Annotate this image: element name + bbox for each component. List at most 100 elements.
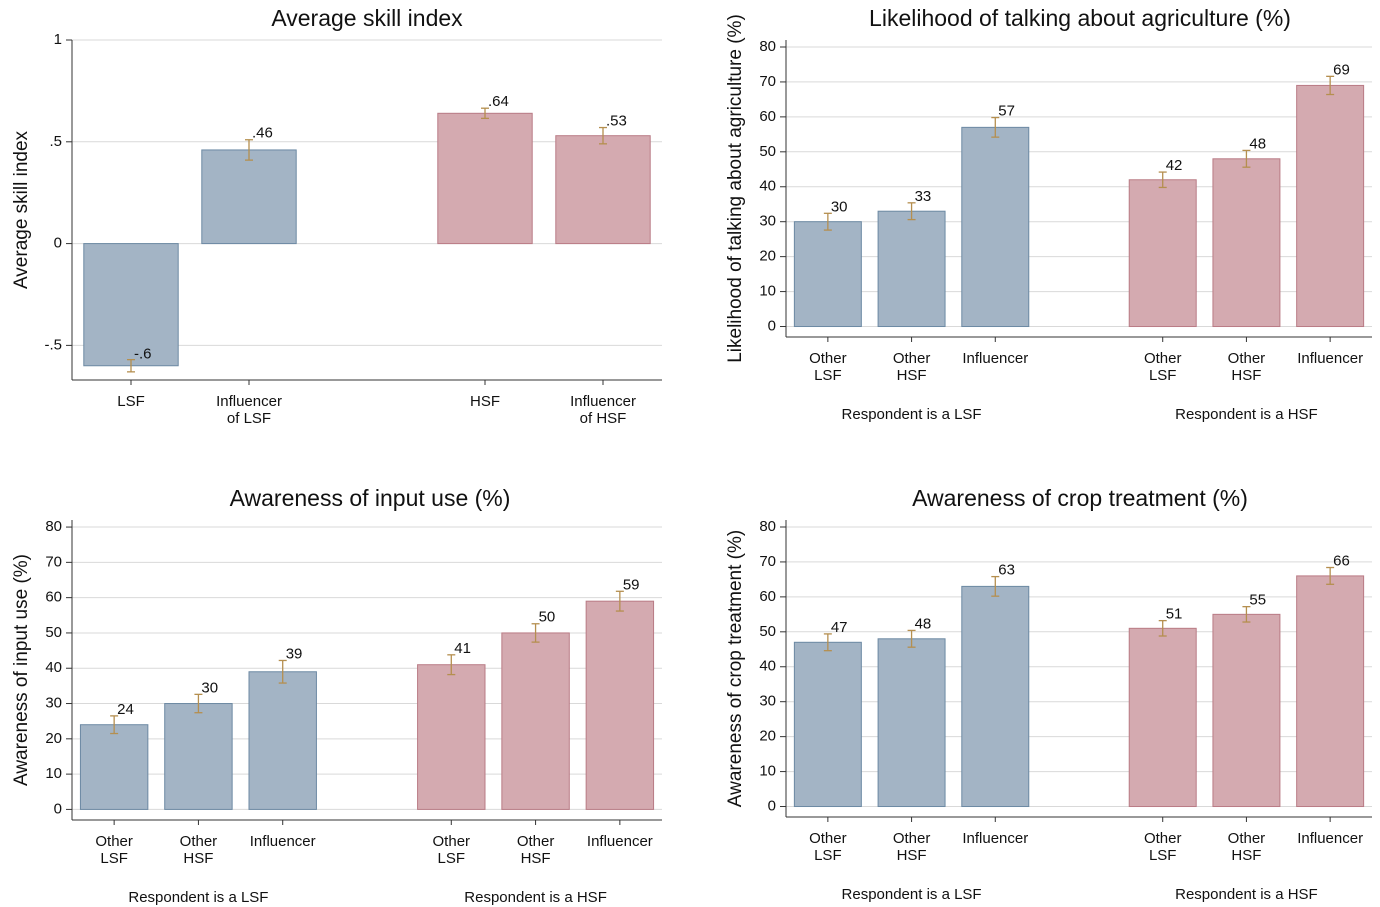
value-label: 69 (1333, 61, 1350, 78)
y-tick-label: 30 (759, 213, 776, 230)
error-bar (127, 358, 135, 373)
group-label: Respondent is a LSF (842, 886, 982, 903)
value-label: 48 (915, 615, 932, 632)
y-tick-label: 60 (759, 108, 776, 125)
bar (79, 724, 149, 810)
y-tick-label: 40 (759, 178, 776, 195)
y-axis-label: Likelihood of talking about agriculture … (725, 14, 746, 363)
bar (164, 703, 233, 810)
x-tick-label: Influencer (962, 350, 1028, 367)
group-label: Respondent is a HSF (1175, 406, 1318, 423)
value-label: 59 (623, 576, 640, 593)
value-label: 57 (998, 103, 1015, 120)
bar (248, 671, 317, 810)
bar (1296, 575, 1365, 808)
value-label: 30 (831, 198, 848, 215)
value-label: .46 (252, 125, 273, 142)
y-tick-label: 20 (759, 248, 776, 265)
x-tick-label: Other LSF (809, 350, 847, 384)
y-tick-label: 60 (759, 588, 776, 605)
y-tick-label: 10 (759, 283, 776, 300)
y-tick-label: 70 (759, 553, 776, 570)
error-bar (531, 623, 540, 643)
value-label: 47 (831, 619, 848, 636)
y-tick-label: 80 (759, 38, 776, 55)
y-tick-label: 40 (759, 658, 776, 675)
bar (83, 243, 179, 367)
error-bar (907, 629, 916, 648)
x-tick-label: Other LSF (95, 833, 133, 867)
y-tick-label: 20 (759, 728, 776, 745)
y-tick-label: 70 (759, 73, 776, 90)
error-bar (991, 575, 1000, 597)
value-label: 30 (201, 679, 218, 696)
chart-title: Likelihood of talking about agriculture … (869, 5, 1291, 31)
value-label: 39 (286, 645, 303, 662)
bar (961, 126, 1030, 328)
error-bar (245, 139, 253, 161)
y-tick-label: 0 (54, 800, 62, 817)
y-tick-label: 10 (759, 763, 776, 780)
error-bar (1326, 566, 1335, 585)
bar (1296, 84, 1365, 328)
error-bar (1158, 619, 1167, 637)
value-label: 51 (1166, 606, 1183, 623)
bar (1128, 627, 1197, 808)
value-label: 63 (998, 562, 1015, 579)
x-tick-label: Influencer (587, 833, 653, 850)
x-tick-label: Influencer (962, 830, 1028, 847)
value-label: .53 (606, 113, 627, 130)
x-tick-label: Other LSF (1144, 830, 1182, 864)
bar (1212, 613, 1281, 808)
error-bar (823, 633, 832, 652)
bar (793, 221, 862, 328)
y-tick-label: .5 (49, 133, 62, 150)
y-axis-label: Average skill index (11, 130, 32, 289)
group-label: Respondent is a HSF (464, 889, 607, 906)
error-bar (991, 116, 1000, 138)
x-tick-label: Other HSF (1228, 830, 1266, 864)
error-bar (110, 715, 119, 735)
value-label: 55 (1249, 592, 1266, 609)
y-tick-label: 70 (45, 553, 62, 570)
y-tick-label: 0 (768, 797, 776, 814)
y-tick-label: -.5 (44, 336, 62, 353)
bar (877, 210, 946, 328)
value-label: 41 (454, 640, 471, 657)
error-bar (194, 693, 203, 714)
value-label: -.6 (134, 346, 152, 363)
x-tick-label: Influencer of HSF (570, 393, 636, 427)
y-tick-label: 30 (759, 693, 776, 710)
bar (1128, 179, 1197, 328)
group-label: Respondent is a LSF (128, 889, 268, 906)
y-tick-label: 50 (759, 143, 776, 160)
bar (877, 638, 946, 808)
y-tick-label: 40 (45, 659, 62, 676)
error-bar (907, 202, 916, 221)
error-bar (447, 654, 456, 676)
x-tick-label: Other HSF (893, 350, 931, 384)
x-tick-label: Other HSF (893, 830, 931, 864)
y-tick-label: 20 (45, 730, 62, 747)
x-tick-label: Other HSF (180, 833, 218, 867)
chart-title: Awareness of input use (%) (230, 485, 511, 511)
error-bar (599, 126, 607, 145)
x-tick-label: Other LSF (809, 830, 847, 864)
x-tick-label: LSF (117, 393, 145, 410)
x-tick-label: Other LSF (433, 833, 471, 867)
y-tick-label: 30 (45, 694, 62, 711)
bar (437, 112, 533, 245)
x-tick-label: Influencer (250, 833, 316, 850)
error-bar (278, 659, 287, 684)
x-tick-label: Other LSF (1144, 350, 1182, 384)
error-bar (1242, 606, 1251, 623)
y-tick-label: 1 (54, 31, 62, 48)
chart-title: Average skill index (271, 5, 463, 31)
bar (585, 600, 655, 810)
y-tick-label: 60 (45, 589, 62, 606)
bar (417, 664, 486, 810)
error-bar (1242, 149, 1251, 168)
group-label: Respondent is a LSF (842, 406, 982, 423)
